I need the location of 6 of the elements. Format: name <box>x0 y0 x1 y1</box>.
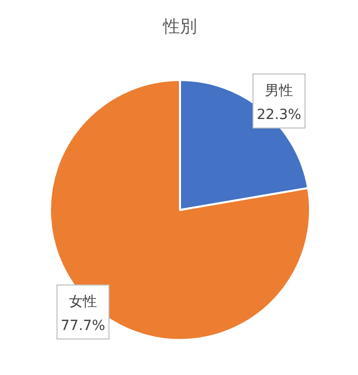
data-label: 22.3% <box>256 107 302 123</box>
chart-title: 性別 <box>162 17 197 37</box>
slice-label: 女性 <box>69 294 97 310</box>
data-label: 77.7% <box>60 318 106 334</box>
pie-slice <box>49 79 311 341</box>
slice-label: 男性 <box>265 83 293 99</box>
